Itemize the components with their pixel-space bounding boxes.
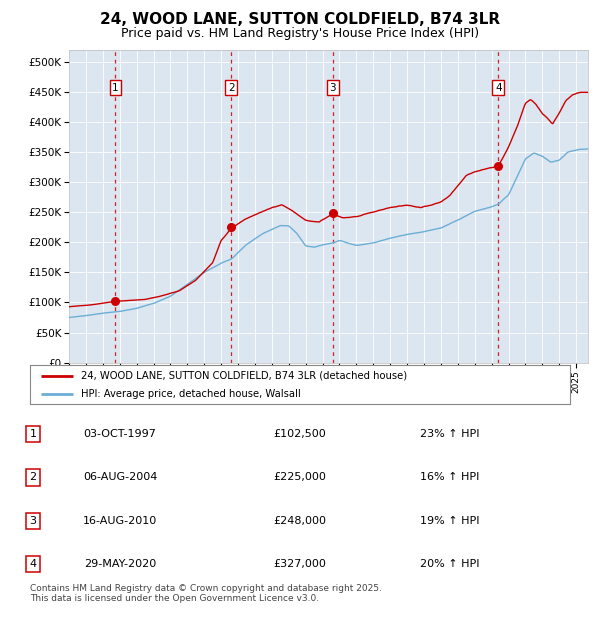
Text: 2: 2 [228, 82, 235, 92]
Text: 06-AUG-2004: 06-AUG-2004 [83, 472, 157, 482]
Text: HPI: Average price, detached house, Walsall: HPI: Average price, detached house, Wals… [82, 389, 301, 399]
Text: 24, WOOD LANE, SUTTON COLDFIELD, B74 3LR (detached house): 24, WOOD LANE, SUTTON COLDFIELD, B74 3LR… [82, 371, 407, 381]
Text: 29-MAY-2020: 29-MAY-2020 [84, 559, 156, 569]
Text: 4: 4 [29, 559, 37, 569]
Text: 1: 1 [112, 82, 119, 92]
Text: Price paid vs. HM Land Registry's House Price Index (HPI): Price paid vs. HM Land Registry's House … [121, 27, 479, 40]
Text: 24, WOOD LANE, SUTTON COLDFIELD, B74 3LR: 24, WOOD LANE, SUTTON COLDFIELD, B74 3LR [100, 12, 500, 27]
Text: £327,000: £327,000 [274, 559, 326, 569]
Text: 23% ↑ HPI: 23% ↑ HPI [420, 429, 480, 439]
Text: 3: 3 [329, 82, 336, 92]
Text: Contains HM Land Registry data © Crown copyright and database right 2025.
This d: Contains HM Land Registry data © Crown c… [30, 584, 382, 603]
Text: 2: 2 [29, 472, 37, 482]
Text: 4: 4 [495, 82, 502, 92]
Text: 19% ↑ HPI: 19% ↑ HPI [420, 516, 480, 526]
Text: £248,000: £248,000 [274, 516, 326, 526]
Text: 1: 1 [29, 429, 37, 439]
Text: 20% ↑ HPI: 20% ↑ HPI [420, 559, 480, 569]
Text: £225,000: £225,000 [274, 472, 326, 482]
Text: 16-AUG-2010: 16-AUG-2010 [83, 516, 157, 526]
Text: 03-OCT-1997: 03-OCT-1997 [83, 429, 157, 439]
Text: 16% ↑ HPI: 16% ↑ HPI [421, 472, 479, 482]
Text: £102,500: £102,500 [274, 429, 326, 439]
Text: 3: 3 [29, 516, 37, 526]
